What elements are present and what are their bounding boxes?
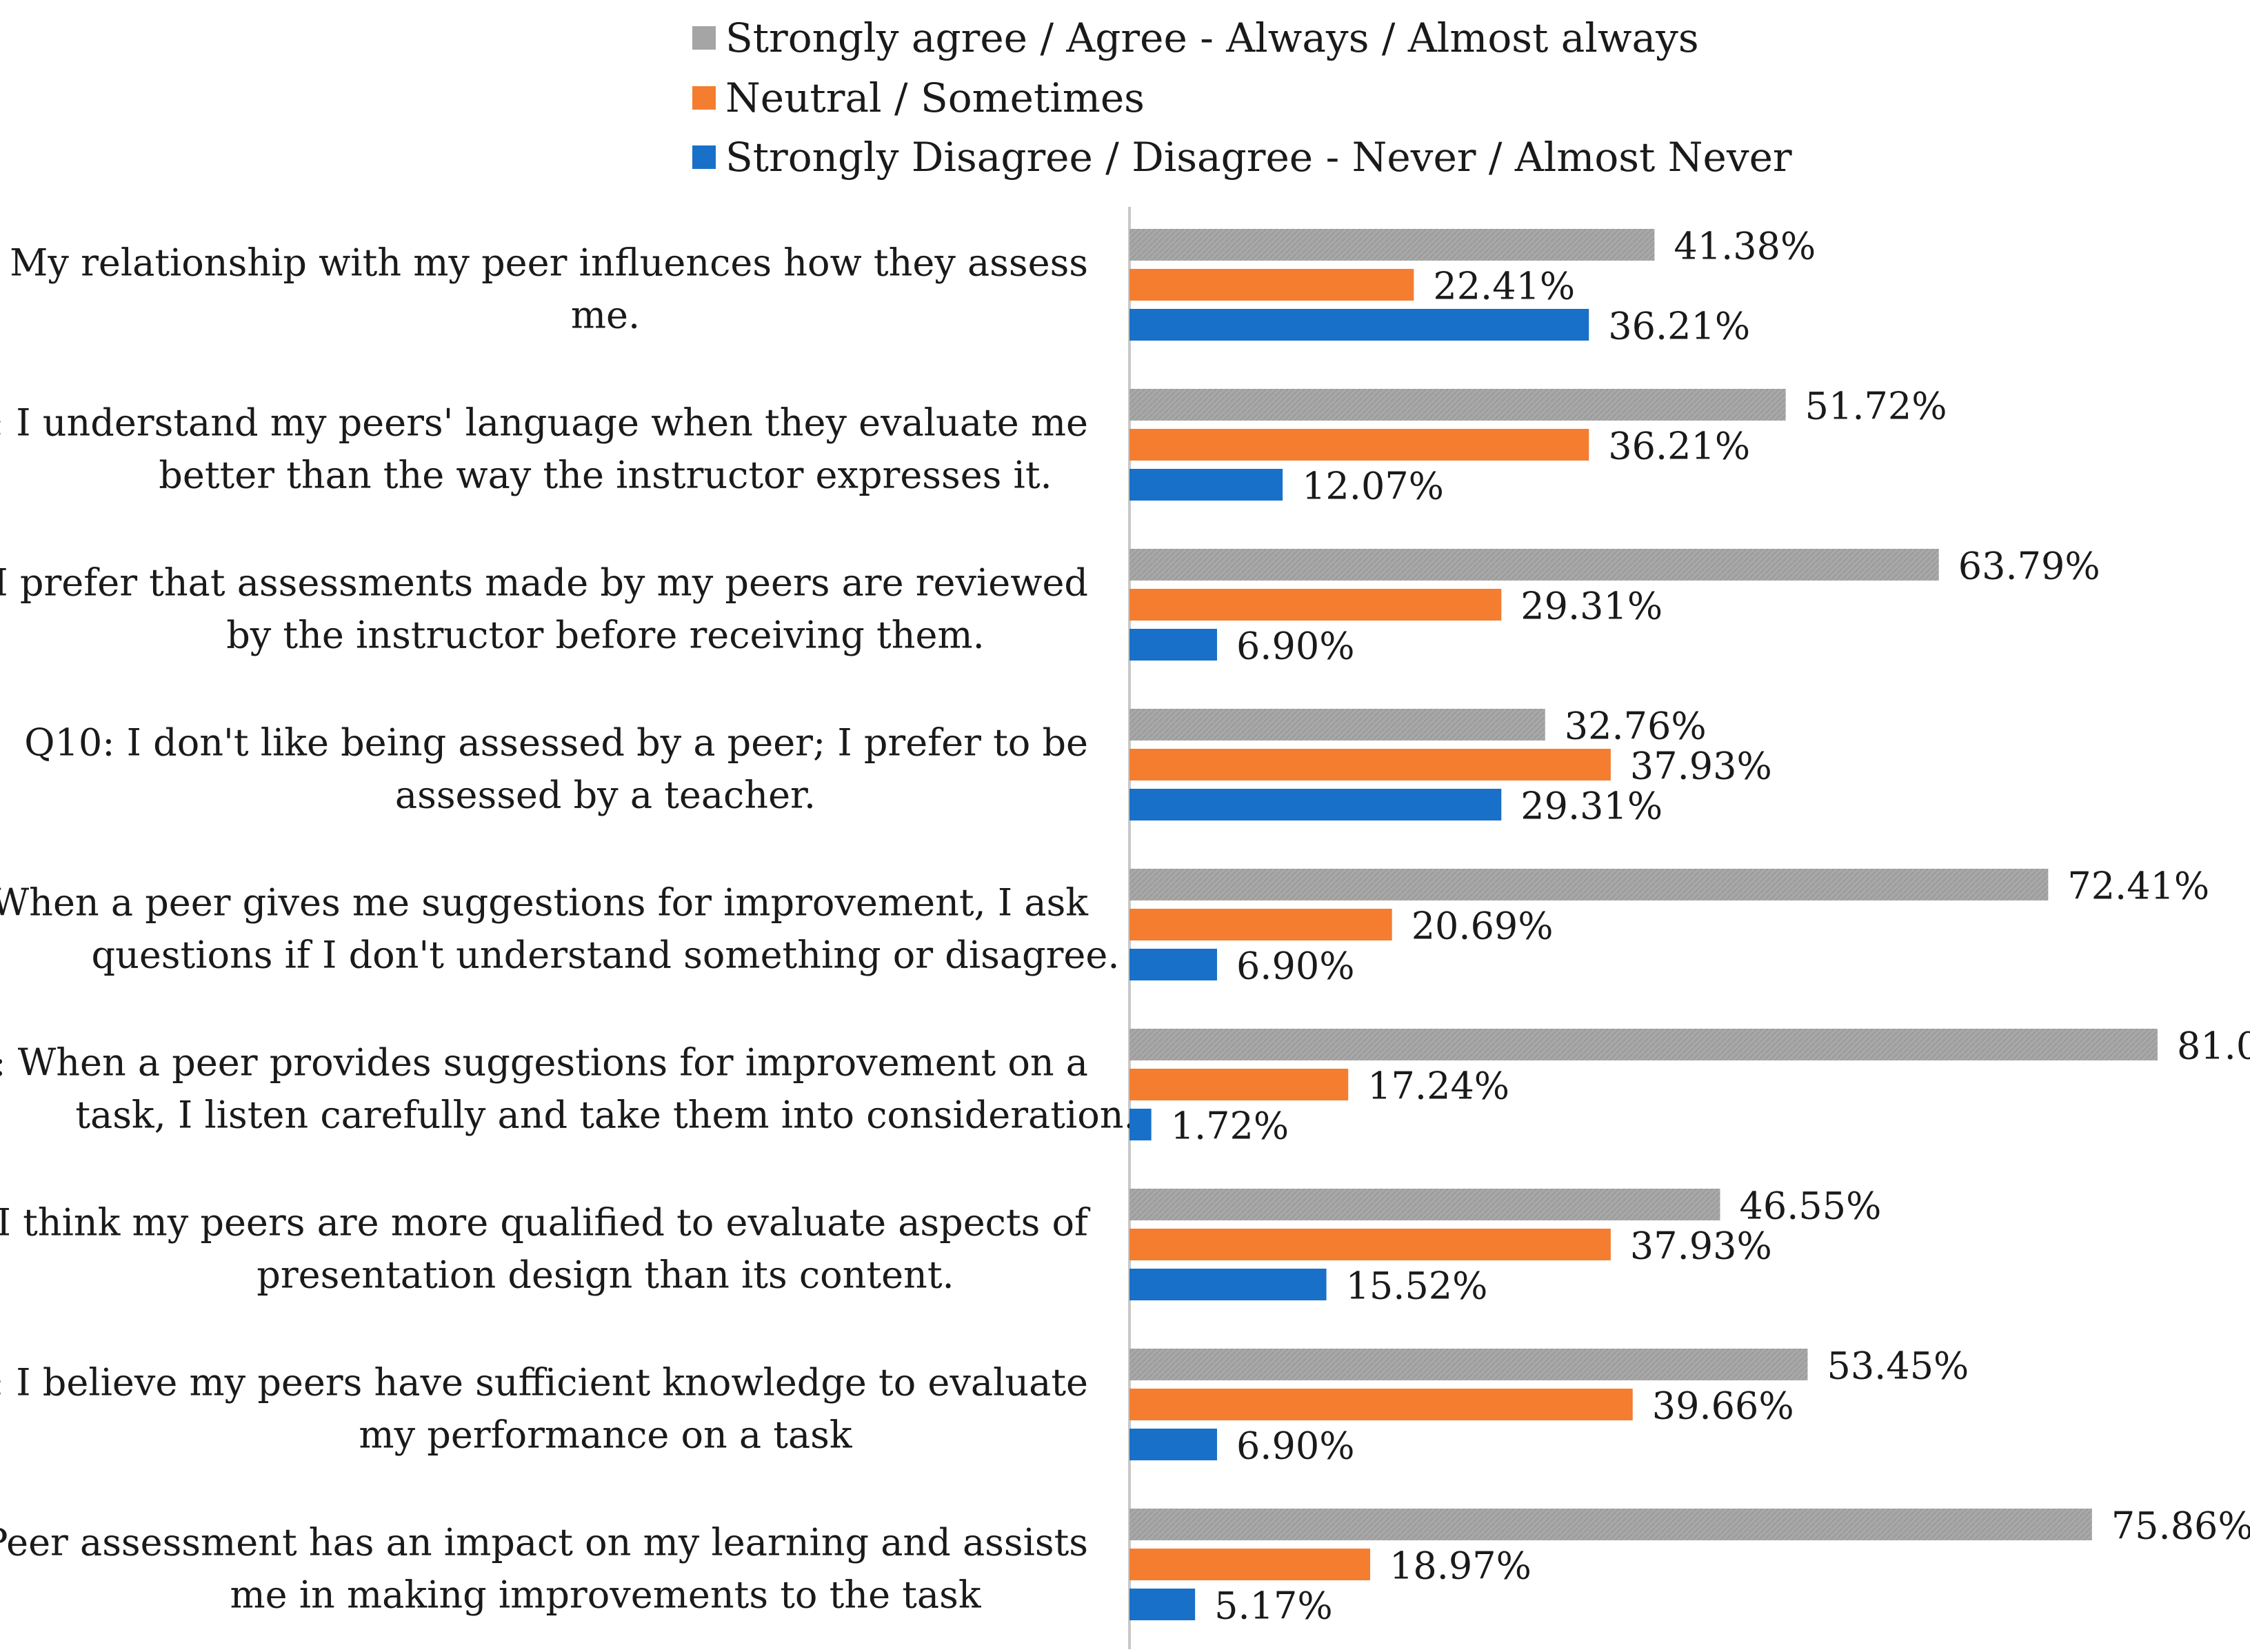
data-label: 6.90% xyxy=(1236,945,1355,988)
category-group: Q11: I prefer that assessments made by m… xyxy=(0,545,2100,668)
data-label: 51.72% xyxy=(1805,385,1947,428)
data-label: 39.66% xyxy=(1652,1384,1794,1428)
category-label-line: Q13: My relationship with my peer influe… xyxy=(0,241,1088,285)
data-label: 6.90% xyxy=(1236,625,1355,668)
data-label: 75.86% xyxy=(2111,1504,2250,1548)
data-label: 36.21% xyxy=(1608,305,1750,348)
category-group: Q5: Peer assessment has an impact on my … xyxy=(0,1504,2250,1628)
legend-swatch-3 xyxy=(692,145,716,169)
bar-series-2 xyxy=(1129,1389,1633,1420)
data-label: 63.79% xyxy=(1958,545,2100,588)
category-group: Q12: I understand my peers' language whe… xyxy=(0,385,1947,508)
bar-series-3 xyxy=(1129,629,1217,661)
bar-series-2 xyxy=(1129,749,1611,780)
data-label: 46.55% xyxy=(1740,1185,1882,1228)
bar-series-3 xyxy=(1129,789,1502,820)
bar-series-2 xyxy=(1129,1229,1611,1260)
legend-label-1: Strongly agree / Agree - Always / Almost… xyxy=(725,14,1699,61)
data-label: 15.52% xyxy=(1346,1265,1488,1308)
category-label-line: Q9: When a peer gives me suggestions for… xyxy=(0,881,1089,925)
category-label-line: my performance on a task xyxy=(359,1413,852,1457)
category-group: Q7: I think my peers are more qualified … xyxy=(0,1185,1881,1308)
data-label: 17.24% xyxy=(1367,1065,1509,1108)
category-label-line: me. xyxy=(571,294,640,337)
category-label-line: Q5: Peer assessment has an impact on my … xyxy=(0,1521,1088,1564)
category-label-line: Q11: I prefer that assessments made by m… xyxy=(0,561,1088,605)
category-label-line: questions if I don't understand somethin… xyxy=(92,934,1120,977)
bar-series-1 xyxy=(1129,229,1655,261)
bar-series-1 xyxy=(1129,1029,2158,1060)
data-label: 20.69% xyxy=(1412,905,1554,948)
category-label-line: me in making improvements to the task xyxy=(230,1573,981,1617)
bar-series-1 xyxy=(1129,1189,1720,1220)
category-group: Q13: My relationship with my peer influe… xyxy=(0,225,1816,348)
data-label: 29.31% xyxy=(1520,585,1663,628)
data-label: 22.41% xyxy=(1433,265,1575,308)
data-label: 53.45% xyxy=(1827,1344,1969,1388)
data-label: 18.97% xyxy=(1389,1544,1531,1588)
bar-series-3 xyxy=(1129,1589,1196,1620)
data-label: 81.03% xyxy=(2177,1025,2250,1068)
data-label: 6.90% xyxy=(1236,1424,1355,1468)
bar-series-1 xyxy=(1129,869,2049,900)
category-label-line: Q7: I think my peers are more qualified … xyxy=(0,1201,1091,1245)
bar-series-2 xyxy=(1129,909,1392,940)
bar-series-3 xyxy=(1129,1269,1327,1300)
bar-series-1 xyxy=(1129,389,1786,421)
bar-series-1 xyxy=(1129,549,1939,581)
bar-series-2 xyxy=(1129,589,1502,621)
data-label: 12.07% xyxy=(1302,465,1444,508)
bar-series-3 xyxy=(1129,309,1589,341)
bar-series-1 xyxy=(1129,709,1545,741)
data-label: 29.31% xyxy=(1520,785,1663,828)
bar-series-1 xyxy=(1129,1509,2092,1540)
category-group: Q6: I believe my peers have sufficient k… xyxy=(0,1344,1969,1468)
data-label: 37.93% xyxy=(1630,1225,1772,1268)
category-group: Q9: When a peer gives me suggestions for… xyxy=(0,865,2209,988)
category-label-line: assessed by a teacher. xyxy=(395,774,816,817)
data-label: 32.76% xyxy=(1565,705,1707,748)
bar-series-2 xyxy=(1129,1549,1371,1580)
bar-series-2 xyxy=(1129,429,1589,461)
plot-area: Q13: My relationship with my peer influe… xyxy=(0,225,2250,1628)
category-label-line: task, I listen carefully and take them i… xyxy=(75,1094,1135,1137)
bar-series-1 xyxy=(1129,1349,1808,1380)
bar-series-3 xyxy=(1129,469,1283,501)
data-label: 41.38% xyxy=(1674,225,1816,268)
data-label: 36.21% xyxy=(1608,425,1750,468)
bar-series-3 xyxy=(1129,1429,1217,1460)
bar-series-2 xyxy=(1129,1069,1349,1100)
category-group: Q10: I don't like being assessed by a pe… xyxy=(24,705,1772,828)
data-label: 1.72% xyxy=(1171,1105,1289,1148)
bar-series-3 xyxy=(1129,1109,1152,1140)
category-label-line: presentation design than its content. xyxy=(257,1253,954,1297)
legend-swatch-1 xyxy=(692,26,716,50)
data-label: 72.41% xyxy=(2067,865,2209,908)
category-label-line: Q12: I understand my peers' language whe… xyxy=(0,401,1088,445)
category-label-line: Q10: I don't like being assessed by a pe… xyxy=(24,721,1088,765)
data-label: 37.93% xyxy=(1630,745,1772,788)
category-label-line: Q8: When a peer provides suggestions for… xyxy=(0,1041,1088,1085)
data-label: 5.17% xyxy=(1214,1584,1333,1628)
category-label-line: better than the way the instructor expre… xyxy=(159,454,1052,497)
legend-label-2: Neutral / Sometimes xyxy=(725,74,1145,121)
category-label-line: by the instructor before receiving them. xyxy=(226,614,985,657)
category-group: Q8: When a peer provides suggestions for… xyxy=(0,1025,2250,1148)
legend-swatch-2 xyxy=(692,86,716,110)
bar-series-2 xyxy=(1129,269,1414,301)
category-label-line: Q6: I believe my peers have sufficient k… xyxy=(0,1361,1088,1404)
legend: Strongly agree / Agree - Always / Almost… xyxy=(692,14,1792,181)
legend-label-3: Strongly Disagree / Disagree - Never / A… xyxy=(725,134,1792,181)
bar-series-3 xyxy=(1129,949,1217,980)
